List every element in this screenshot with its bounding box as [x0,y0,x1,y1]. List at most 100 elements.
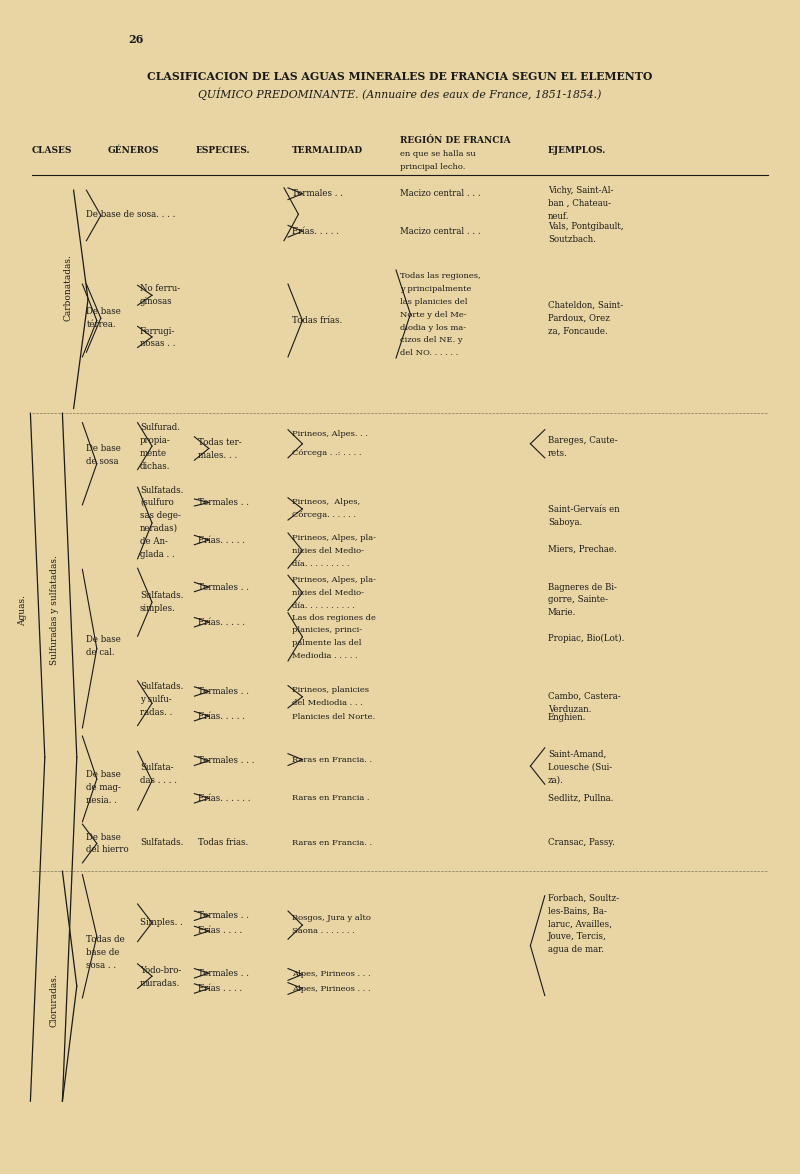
Text: males. . .: males. . . [198,451,237,460]
Text: Miers, Prechae.: Miers, Prechae. [548,545,617,554]
Text: gorre, Sainte-: gorre, Sainte- [548,595,608,605]
Text: Raras en Francia. .: Raras en Francia. . [292,839,372,846]
Text: Frías. . . . .: Frías. . . . . [198,618,245,627]
Text: cizos del NE. y: cizos del NE. y [400,337,462,344]
Text: Pirineos,  Alpes,: Pirineos, Alpes, [292,499,360,506]
Text: Bareges, Caute-: Bareges, Caute- [548,436,618,445]
Text: Macizo central . . .: Macizo central . . . [400,189,481,198]
Text: Córcega. . . . . .: Córcega. . . . . . [292,512,356,519]
Text: De base: De base [86,635,122,645]
Text: Sulfuradas y sulfatadas.: Sulfuradas y sulfatadas. [50,555,59,666]
Text: Sedlitz, Pullna.: Sedlitz, Pullna. [548,794,614,803]
Text: Chateldon, Saint-: Chateldon, Saint- [548,301,623,310]
Text: Forbach, Soultz-: Forbach, Soultz- [548,893,619,903]
Text: de cal.: de cal. [86,648,115,657]
Text: Aguas.: Aguas. [18,595,27,626]
Text: Pirineos, planicies: Pirineos, planicies [292,687,369,694]
Text: térrea.: térrea. [86,319,116,329]
Text: Todas las regiones,: Todas las regiones, [400,272,481,279]
Text: Louesche (Sui-: Louesche (Sui- [548,762,612,771]
Text: Pardoux, Orez: Pardoux, Orez [548,313,610,323]
Text: Cambo, Castera-: Cambo, Castera- [548,691,621,701]
Text: Termales . .: Termales . . [198,498,249,507]
Text: Las dos regiones de: Las dos regiones de [292,614,376,621]
Text: ban , Chateau-: ban , Chateau- [548,198,611,208]
Text: das . . . .: das . . . . [140,776,177,785]
Text: Frías. . . . .: Frías. . . . . [198,535,245,545]
Text: Termales . .: Termales . . [198,969,249,978]
Text: Cloruradas.: Cloruradas. [50,973,59,1027]
Text: Bagneres de Bi-: Bagneres de Bi- [548,582,617,592]
Text: Frías . . . .: Frías . . . . [198,926,242,936]
Text: Pirineos, Alpes, pla-: Pirineos, Alpes, pla- [292,576,376,583]
Text: Termales . . .: Termales . . . [198,756,254,765]
Text: día. . . . . . . . .: día. . . . . . . . . [292,560,350,567]
Text: Verduzan.: Verduzan. [548,704,591,714]
Text: Cransac, Passy.: Cransac, Passy. [548,838,615,848]
Text: TERMALIDAD: TERMALIDAD [292,146,363,155]
Text: Soutzbach.: Soutzbach. [548,235,596,244]
Text: radas. .: radas. . [140,708,172,717]
Text: muradas.: muradas. [140,979,180,989]
Text: en que se halla su: en que se halla su [400,150,476,157]
Text: de mag-: de mag- [86,783,122,792]
Text: Simples. .: Simples. . [140,918,183,927]
Text: les-Bains, Ba-: les-Bains, Ba- [548,906,606,916]
Text: Sulfurad.: Sulfurad. [140,423,180,432]
Text: De base: De base [86,770,122,780]
Text: Vichy, Saint-Al-: Vichy, Saint-Al- [548,185,614,195]
Text: QUÍMICO PREDOMINANTE. (Annuaire des eaux de France, 1851-1854.): QUÍMICO PREDOMINANTE. (Annuaire des eaux… [198,88,602,100]
Text: y principalmente: y principalmente [400,285,471,292]
Text: Sulfatads.: Sulfatads. [140,682,183,691]
Text: GÉNEROS: GÉNEROS [108,146,159,155]
Text: Mediodia . . . . .: Mediodia . . . . . [292,653,358,660]
Text: Saint-Amand,: Saint-Amand, [548,749,606,758]
Text: 26: 26 [128,34,143,46]
Text: De base: De base [86,306,122,316]
Text: Saona . . . . . . .: Saona . . . . . . . [292,927,354,935]
Text: Bosgos, Jura y alto: Bosgos, Jura y alto [292,915,371,922]
Text: neradas): neradas) [140,524,178,533]
Text: Sulfatads.: Sulfatads. [140,486,183,495]
Text: nesia. .: nesia. . [86,796,118,805]
Text: del hierro: del hierro [86,845,129,855]
Text: Córcega . .: . . . .: Córcega . .: . . . . [292,450,362,457]
Text: propia-: propia- [140,436,170,445]
Text: za).: za). [548,775,564,784]
Text: principal lecho.: principal lecho. [400,163,466,170]
Text: Todas ter-: Todas ter- [198,438,242,447]
Text: Termales . .: Termales . . [198,582,249,592]
Text: Alpes, Pirineos . . .: Alpes, Pirineos . . . [292,971,370,978]
Text: CLASIFICACION DE LAS AGUAS MINERALES DE FRANCIA SEGUN EL ELEMENTO: CLASIFICACION DE LAS AGUAS MINERALES DE … [147,70,653,82]
Text: ESPECIES.: ESPECIES. [196,146,250,155]
Text: mente: mente [140,448,167,458]
Text: planicies, princi-: planicies, princi- [292,627,362,634]
Text: palmente las del: palmente las del [292,640,362,647]
Text: laruc, Availles,: laruc, Availles, [548,919,612,929]
Text: Sulfatads.: Sulfatads. [140,838,183,848]
Text: sas dege-: sas dege- [140,511,181,520]
Text: Yodo-bro-: Yodo-bro- [140,966,182,976]
Text: Frías . . . .: Frías . . . . [198,984,242,993]
Text: sosa . .: sosa . . [86,960,117,970]
Text: Ferrugi-: Ferrugi- [140,326,175,336]
Text: nicies del Medio-: nicies del Medio- [292,589,364,596]
Text: Alpes, Pirineos . . .: Alpes, Pirineos . . . [292,985,370,992]
Text: Propiac, Bio(Lot).: Propiac, Bio(Lot). [548,634,624,643]
Text: Planicies del Norte.: Planicies del Norte. [292,714,375,721]
Text: De base: De base [86,444,122,453]
Text: Macizo central . . .: Macizo central . . . [400,227,481,236]
Text: Frías. . . . .: Frías. . . . . [198,711,245,721]
Text: Sulfata-: Sulfata- [140,763,174,772]
Text: De base de sosa. . . .: De base de sosa. . . . [86,210,176,220]
Text: de An-: de An- [140,537,168,546]
Text: Termales . .: Termales . . [198,911,249,920]
Text: Pirineos, Alpes. . .: Pirineos, Alpes. . . [292,431,368,438]
Text: Norte y del Me-: Norte y del Me- [400,311,466,318]
Text: agua de mar.: agua de mar. [548,945,604,954]
Text: Sulfatads.: Sulfatads. [140,591,183,600]
Text: y sulfu-: y sulfu- [140,695,172,704]
Text: Pirineos, Alpes, pla-: Pirineos, Alpes, pla- [292,534,376,541]
Text: Frías. . . . .: Frías. . . . . [292,227,339,236]
Text: Jouve, Tercis,: Jouve, Tercis, [548,932,607,942]
